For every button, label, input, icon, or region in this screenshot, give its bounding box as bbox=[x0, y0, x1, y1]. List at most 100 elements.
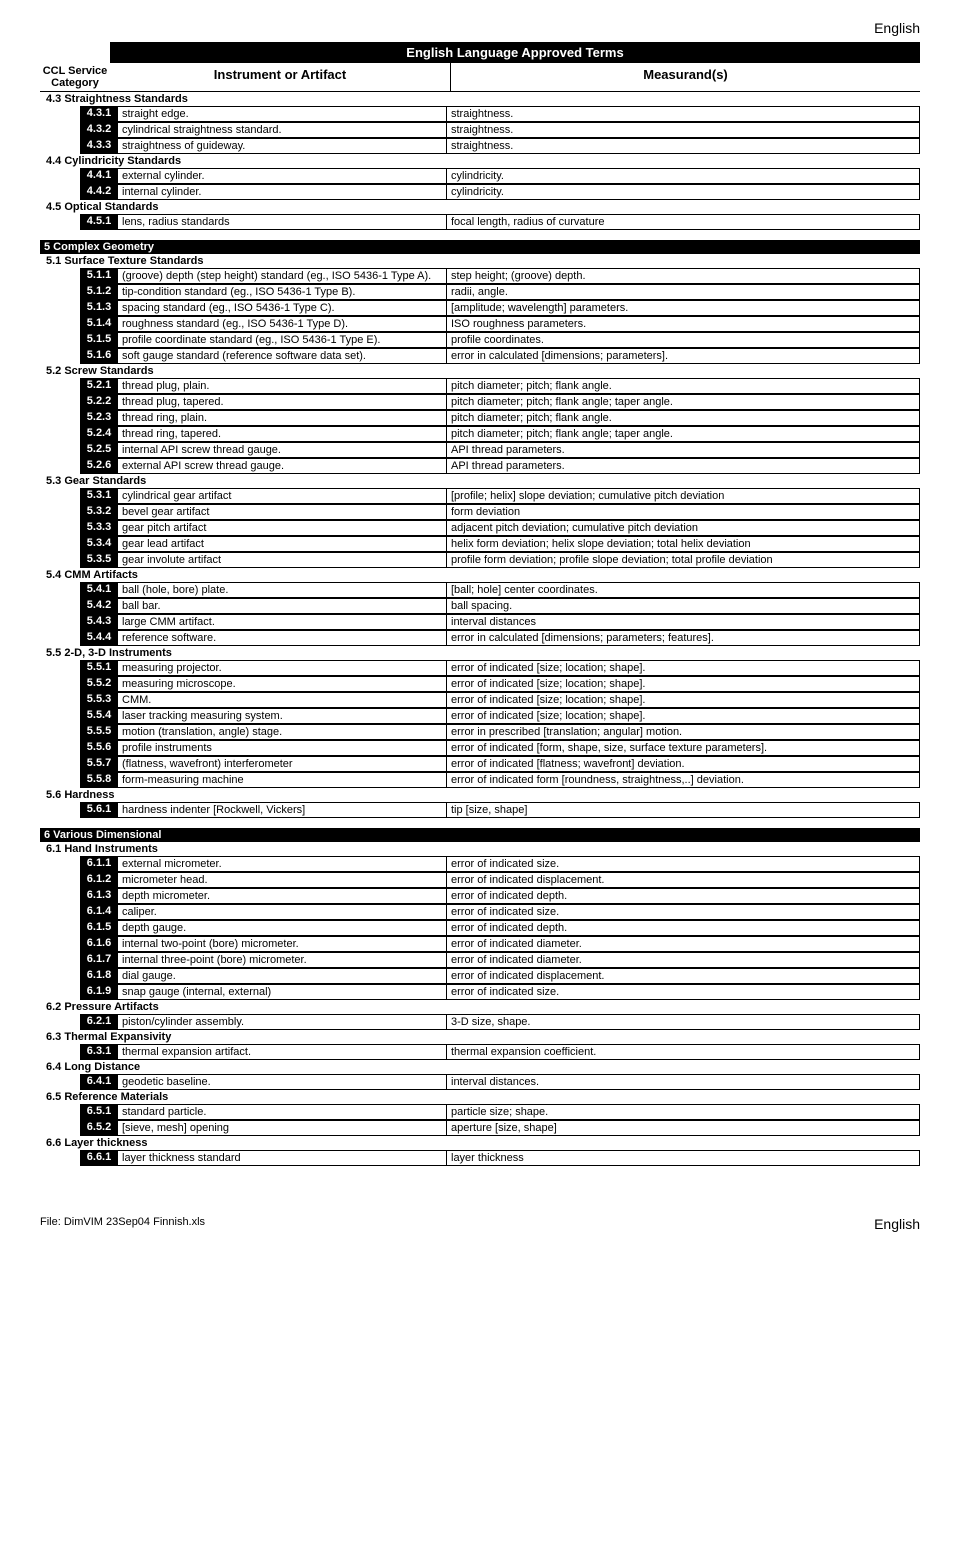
table-row: 6.4.1geodetic baseline.interval distance… bbox=[40, 1074, 920, 1090]
row-instrument: measuring projector. bbox=[118, 660, 447, 676]
row-number: 5.2.5 bbox=[80, 442, 118, 458]
row-number: 6.1.9 bbox=[80, 984, 118, 1000]
row-instrument: [sieve, mesh] opening bbox=[118, 1120, 447, 1136]
row-measurand: error of indicated size. bbox=[447, 856, 920, 872]
row-measurand: error in calculated [dimensions; paramet… bbox=[447, 348, 920, 364]
row-measurand: ISO roughness parameters. bbox=[447, 316, 920, 332]
row-measurand: particle size; shape. bbox=[447, 1104, 920, 1120]
row-instrument: form-measuring machine bbox=[118, 772, 447, 788]
row-instrument: spacing standard (eg., ISO 5436-1 Type C… bbox=[118, 300, 447, 316]
row-number: 5.2.1 bbox=[80, 378, 118, 394]
row-instrument: reference software. bbox=[118, 630, 447, 646]
row-instrument: hardness indenter [Rockwell, Vickers] bbox=[118, 802, 447, 818]
row-instrument: standard particle. bbox=[118, 1104, 447, 1120]
row-number: 5.5.1 bbox=[80, 660, 118, 676]
table-row: 5.4.1ball (hole, bore) plate.[ball; hole… bbox=[40, 582, 920, 598]
row-measurand: pitch diameter; pitch; flank angle; tape… bbox=[447, 394, 920, 410]
row-measurand: form deviation bbox=[447, 504, 920, 520]
row-number: 6.2.1 bbox=[80, 1014, 118, 1030]
subsection-heading: 6.3 Thermal Expansivity bbox=[40, 1030, 920, 1044]
row-number: 6.1.7 bbox=[80, 952, 118, 968]
subsection-heading: 5.1 Surface Texture Standards bbox=[40, 254, 920, 268]
row-instrument: gear pitch artifact bbox=[118, 520, 447, 536]
subsection-heading: 6.4 Long Distance bbox=[40, 1060, 920, 1074]
page-footer: File: DimVIM 23Sep04 Finnish.xls English bbox=[40, 1216, 920, 1232]
row-measurand: error of indicated [size; location; shap… bbox=[447, 676, 920, 692]
row-measurand: error of indicated diameter. bbox=[447, 952, 920, 968]
row-number: 6.6.1 bbox=[80, 1150, 118, 1166]
row-measurand: adjacent pitch deviation; cumulative pit… bbox=[447, 520, 920, 536]
content-area: 4.3 Straightness Standards4.3.1straight … bbox=[40, 92, 920, 1166]
row-instrument: internal two-point (bore) micrometer. bbox=[118, 936, 447, 952]
row-measurand: interval distances. bbox=[447, 1074, 920, 1090]
row-measurand: error of indicated displacement. bbox=[447, 968, 920, 984]
row-instrument: ball (hole, bore) plate. bbox=[118, 582, 447, 598]
row-number: 5.4.2 bbox=[80, 598, 118, 614]
row-instrument: thread plug, plain. bbox=[118, 378, 447, 394]
table-row: 4.4.2internal cylinder.cylindricity. bbox=[40, 184, 920, 200]
page-language-label: English bbox=[40, 20, 920, 36]
row-instrument: external API screw thread gauge. bbox=[118, 458, 447, 474]
row-number: 4.3.2 bbox=[80, 122, 118, 138]
table-row: 6.1.9snap gauge (internal, external)erro… bbox=[40, 984, 920, 1000]
table-row: 5.2.6external API screw thread gauge.API… bbox=[40, 458, 920, 474]
footer-language: English bbox=[874, 1216, 920, 1232]
table-row: 6.1.6internal two-point (bore) micromete… bbox=[40, 936, 920, 952]
row-measurand: error of indicated diameter. bbox=[447, 936, 920, 952]
row-instrument: thermal expansion artifact. bbox=[118, 1044, 447, 1060]
row-number: 6.1.3 bbox=[80, 888, 118, 904]
row-number: 5.2.6 bbox=[80, 458, 118, 474]
table-row: 5.6.1hardness indenter [Rockwell, Vicker… bbox=[40, 802, 920, 818]
table-row: 5.4.4reference software.error in calcula… bbox=[40, 630, 920, 646]
row-number: 5.5.7 bbox=[80, 756, 118, 772]
row-measurand: pitch diameter; pitch; flank angle. bbox=[447, 410, 920, 426]
row-instrument: external micrometer. bbox=[118, 856, 447, 872]
row-instrument: external cylinder. bbox=[118, 168, 447, 184]
row-number: 5.5.2 bbox=[80, 676, 118, 692]
row-measurand: pitch diameter; pitch; flank angle. bbox=[447, 378, 920, 394]
row-instrument: gear lead artifact bbox=[118, 536, 447, 552]
row-measurand: error in calculated [dimensions; paramet… bbox=[447, 630, 920, 646]
row-measurand: error in prescribed [translation; angula… bbox=[447, 724, 920, 740]
table-row: 5.3.1cylindrical gear artifact[profile; … bbox=[40, 488, 920, 504]
row-measurand: error of indicated [size; location; shap… bbox=[447, 660, 920, 676]
row-number: 5.6.1 bbox=[80, 802, 118, 818]
row-instrument: tip-condition standard (eg., ISO 5436-1 … bbox=[118, 284, 447, 300]
row-instrument: internal three-point (bore) micrometer. bbox=[118, 952, 447, 968]
col-header-instrument: Instrument or Artifact bbox=[110, 63, 450, 91]
row-measurand: straightness. bbox=[447, 138, 920, 154]
row-number: 5.3.1 bbox=[80, 488, 118, 504]
table-row: 5.5.8form-measuring machineerror of indi… bbox=[40, 772, 920, 788]
row-number: 4.3.1 bbox=[80, 106, 118, 122]
row-instrument: cylindrical gear artifact bbox=[118, 488, 447, 504]
row-measurand: pitch diameter; pitch; flank angle; tape… bbox=[447, 426, 920, 442]
subsection-heading: 6.6 Layer thickness bbox=[40, 1136, 920, 1150]
row-measurand: helix form deviation; helix slope deviat… bbox=[447, 536, 920, 552]
row-measurand: ball spacing. bbox=[447, 598, 920, 614]
subsection-heading: 5.2 Screw Standards bbox=[40, 364, 920, 378]
row-number: 6.1.8 bbox=[80, 968, 118, 984]
table-row: 6.1.7internal three-point (bore) microme… bbox=[40, 952, 920, 968]
row-measurand: profile form deviation; profile slope de… bbox=[447, 552, 920, 568]
row-instrument: snap gauge (internal, external) bbox=[118, 984, 447, 1000]
row-measurand: tip [size, shape] bbox=[447, 802, 920, 818]
row-measurand: cylindricity. bbox=[447, 184, 920, 200]
row-instrument: laser tracking measuring system. bbox=[118, 708, 447, 724]
table-row: 6.1.5depth gauge.error of indicated dept… bbox=[40, 920, 920, 936]
section-heading: 6 Various Dimensional bbox=[40, 828, 920, 842]
table-row: 5.3.4gear lead artifacthelix form deviat… bbox=[40, 536, 920, 552]
row-instrument: depth micrometer. bbox=[118, 888, 447, 904]
row-number: 5.4.1 bbox=[80, 582, 118, 598]
row-measurand: [amplitude; wavelength] parameters. bbox=[447, 300, 920, 316]
subsection-heading: 6.1 Hand Instruments bbox=[40, 842, 920, 856]
row-instrument: dial gauge. bbox=[118, 968, 447, 984]
row-instrument: internal API screw thread gauge. bbox=[118, 442, 447, 458]
row-number: 4.4.1 bbox=[80, 168, 118, 184]
row-instrument: (groove) depth (step height) standard (e… bbox=[118, 268, 447, 284]
row-number: 6.1.4 bbox=[80, 904, 118, 920]
table-row: 5.1.6soft gauge standard (reference soft… bbox=[40, 348, 920, 364]
row-number: 6.1.6 bbox=[80, 936, 118, 952]
table-row: 5.1.3spacing standard (eg., ISO 5436-1 T… bbox=[40, 300, 920, 316]
row-number: 5.3.5 bbox=[80, 552, 118, 568]
table-row: 5.5.2measuring microscope.error of indic… bbox=[40, 676, 920, 692]
